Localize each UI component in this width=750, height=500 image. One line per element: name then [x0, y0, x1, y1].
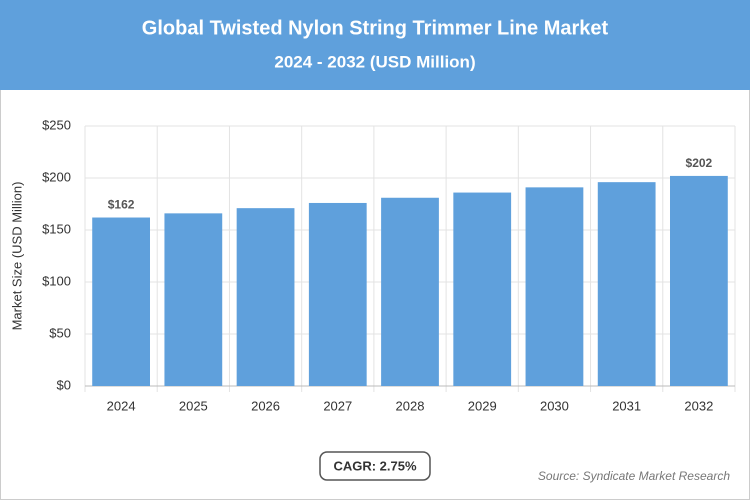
y-tick-label: $100	[42, 273, 71, 288]
y-tick-label: $250	[42, 117, 71, 132]
y-tick-label: $50	[49, 325, 71, 340]
bar	[670, 175, 728, 386]
y-tick-label: $0	[57, 377, 71, 392]
bar	[92, 217, 150, 386]
cagr-box	[319, 451, 431, 481]
x-tick-label: 2025	[179, 398, 208, 413]
bar	[525, 187, 584, 386]
header	[0, 0, 750, 90]
y-axis-label: Market Size (USD Million)	[9, 182, 24, 331]
cagr-label: CAGR: 2.75%	[333, 458, 417, 473]
value-label: $202	[686, 156, 713, 170]
bar	[308, 202, 367, 386]
x-tick-label: 2027	[323, 398, 352, 413]
source: Source: Syndicate Market Research	[538, 469, 730, 483]
bar	[597, 182, 656, 386]
bar	[453, 192, 512, 386]
value-label: $162	[108, 198, 135, 212]
bar	[236, 208, 295, 386]
chart-subtitle: 2024 - 2032 (USD Million)	[274, 52, 475, 71]
x-tick-label: 2024	[107, 398, 136, 413]
x-tick-label: 2031	[612, 398, 641, 413]
x-tick-label: 2028	[396, 398, 425, 413]
y-tick-label: $150	[42, 221, 71, 236]
x-tick-label: 2026	[251, 398, 280, 413]
bar	[164, 213, 223, 386]
y-tick-label: $200	[42, 169, 71, 184]
x-tick-label: 2032	[684, 398, 713, 413]
bar	[381, 197, 439, 386]
chart-title: Global Twisted Nylon String Trimmer Line…	[142, 17, 609, 39]
x-tick-label: 2029	[468, 398, 497, 413]
x-tick-label: 2030	[540, 398, 569, 413]
